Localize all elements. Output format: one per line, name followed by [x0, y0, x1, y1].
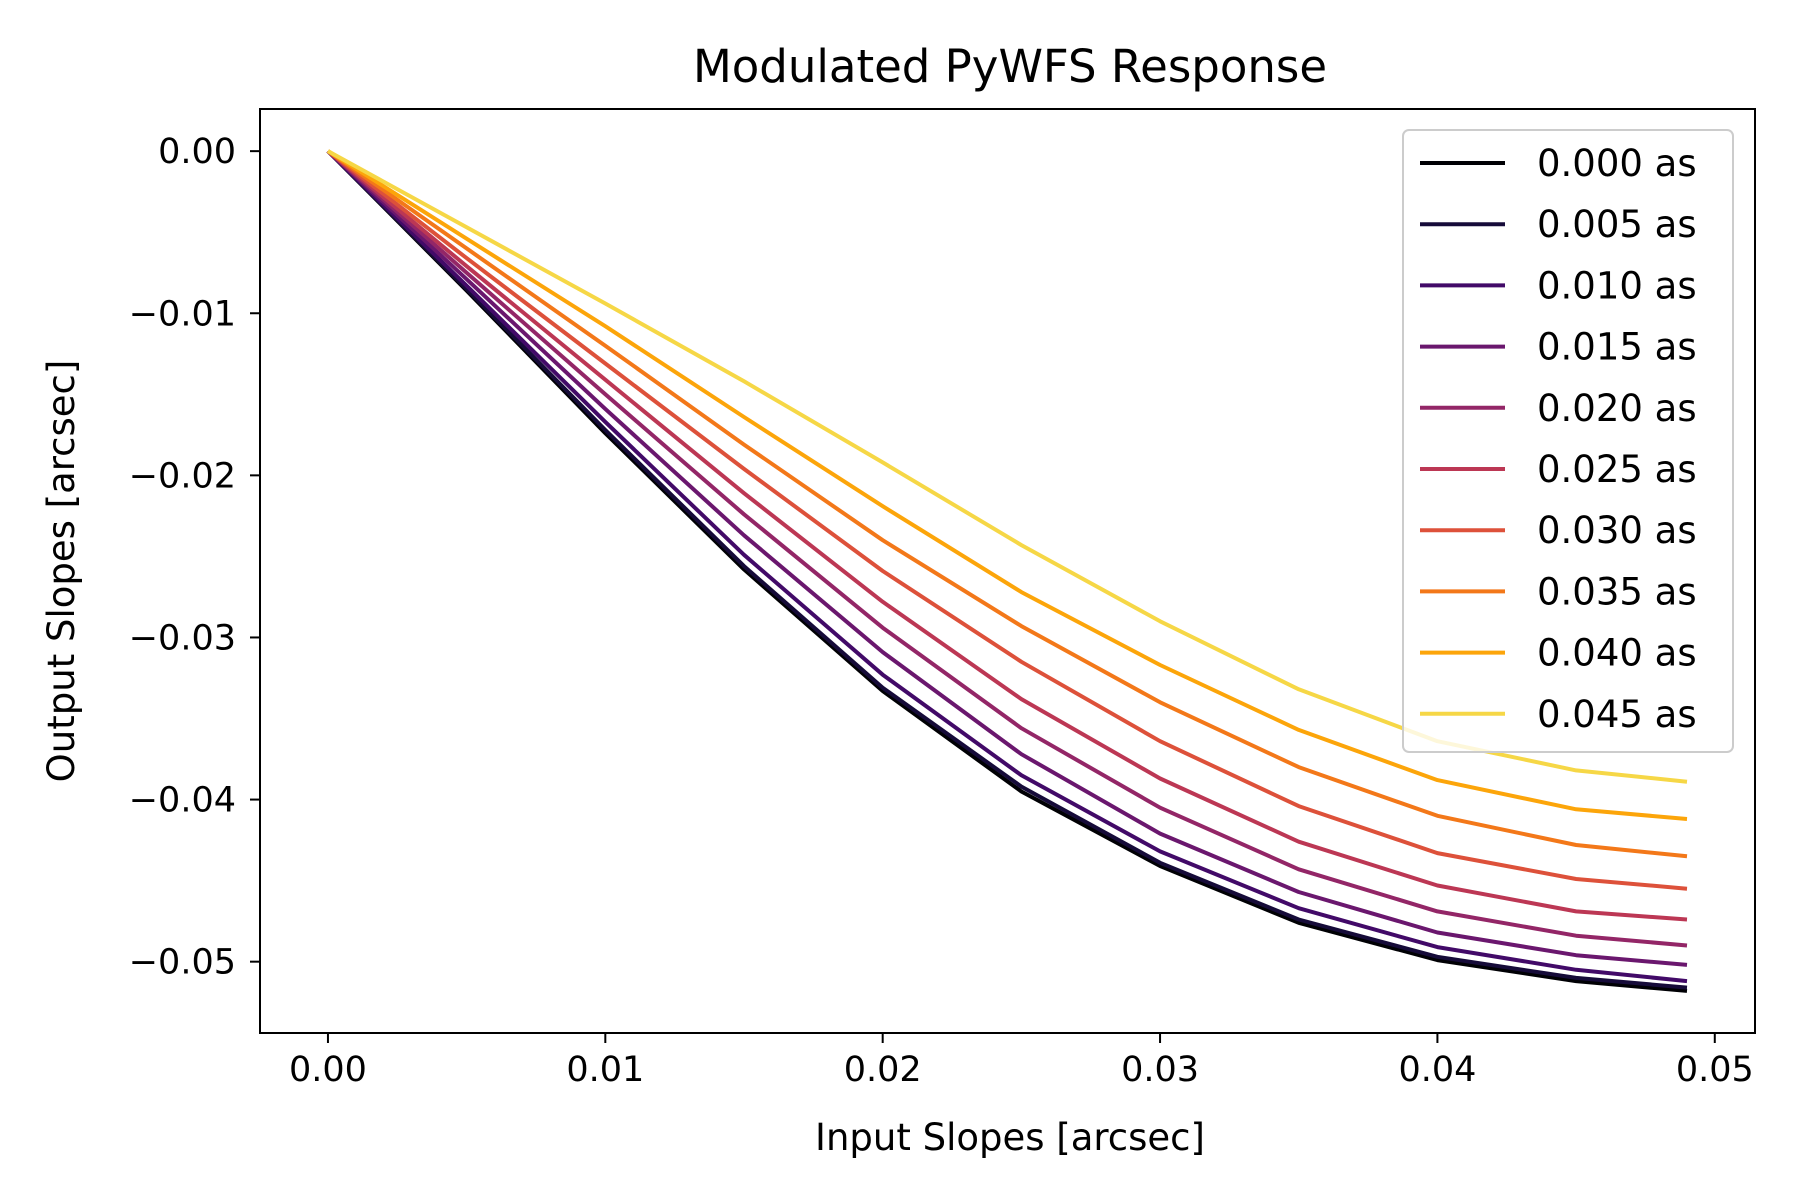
x-tick-label: 0.01 [566, 1050, 644, 1090]
legend-items: 0.000 as 0.005 as 0.010 as 0.015 as 0.020 as… [1420, 142, 1697, 736]
legend-label: 0.035 as [1537, 570, 1697, 613]
legend-label: 0.030 as [1537, 509, 1697, 552]
legend: 0.000 as 0.005 as 0.010 as 0.015 as 0.020 as… [1402, 129, 1734, 753]
series-line-5 [326, 149, 1688, 922]
y-tick-label: −0.03 [129, 618, 236, 658]
x-axis-label: Input Slopes [arcsec] [815, 1116, 1205, 1159]
y-tick-label: −0.02 [129, 456, 236, 496]
x-tick-label: 0.05 [1676, 1050, 1754, 1090]
x-axis: 0.00 0.01 0.02 0.03 0.04 0.05 [289, 1033, 1754, 1090]
legend-label: 0.000 as [1537, 142, 1697, 185]
plot-frame [259, 108, 1756, 1034]
y-tick-label: 0.00 [158, 132, 236, 172]
series-line-3 [326, 149, 1688, 967]
series-line-8 [326, 149, 1688, 821]
series-line-4 [326, 149, 1688, 948]
series-line-1 [326, 149, 1688, 990]
series-line-7 [326, 149, 1688, 859]
x-tick-label: 0.03 [1121, 1050, 1199, 1090]
series-line-6 [326, 149, 1688, 891]
chart-title: Modulated PyWFS Response [693, 40, 1327, 93]
y-tick-label: −0.05 [129, 943, 236, 983]
legend-label: 0.025 as [1537, 448, 1697, 491]
legend-label: 0.020 as [1537, 387, 1697, 430]
series-line-2 [326, 149, 1688, 984]
x-tick-label: 0.00 [289, 1050, 367, 1090]
y-axis-label: Output Slopes [arcsec] [40, 360, 83, 783]
y-tick-label: −0.01 [129, 294, 236, 334]
legend-label: 0.040 as [1537, 632, 1697, 675]
x-tick-label: 0.04 [1398, 1050, 1476, 1090]
legend-label: 0.045 as [1537, 693, 1697, 736]
legend-label: 0.005 as [1537, 203, 1697, 246]
y-axis: 0.00 −0.01 −0.02 −0.03 −0.04 −0.05 [129, 132, 260, 983]
x-tick-label: 0.02 [844, 1050, 922, 1090]
y-tick-label: −0.04 [129, 781, 236, 821]
legend-label: 0.015 as [1537, 326, 1697, 369]
legend-label: 0.010 as [1537, 264, 1697, 307]
